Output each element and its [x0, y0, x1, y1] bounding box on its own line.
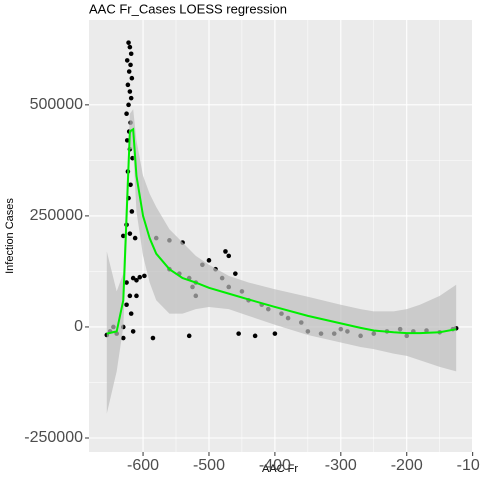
point: [129, 75, 135, 81]
point: [128, 62, 133, 68]
point: [124, 111, 129, 117]
point: [126, 69, 132, 74]
point: [127, 89, 133, 94]
point: [134, 293, 139, 299]
y-axis-label: Infection Cases: [4, 198, 16, 274]
point: [132, 235, 138, 241]
point: [150, 335, 156, 341]
point: [127, 44, 133, 50]
point: [226, 253, 232, 259]
point: [129, 209, 135, 214]
point: [126, 40, 131, 45]
x-tick-label: -600: [127, 457, 159, 474]
point: [130, 275, 136, 281]
x-tick-label: -300: [325, 457, 357, 474]
point: [126, 102, 131, 108]
point: [128, 51, 134, 57]
y-tick-label: 250000: [30, 207, 83, 224]
loess-line: [106, 127, 457, 335]
x-tick-label: -200: [391, 457, 423, 474]
point: [186, 333, 192, 339]
point: [128, 311, 134, 316]
point: [142, 273, 147, 279]
point: [272, 331, 278, 336]
x-axis-label: AAC Fr: [262, 463, 298, 475]
confidence-band: [106, 109, 457, 414]
point: [236, 331, 241, 336]
point: [124, 58, 130, 63]
x-tick-label: -100: [457, 457, 480, 474]
point: [124, 138, 130, 143]
point: [128, 182, 133, 188]
y-tick-label: -250000: [24, 429, 83, 446]
y-tick-label: 500000: [30, 96, 83, 113]
point: [233, 271, 238, 276]
point: [124, 280, 129, 285]
point: [206, 258, 212, 263]
point: [120, 233, 126, 239]
point: [130, 329, 136, 334]
point: [127, 231, 133, 236]
x-tick-label: -400: [259, 457, 291, 474]
chart-title: AAC Fr_Cases LOESS regression: [89, 1, 287, 16]
y-tick-label: 0: [74, 318, 83, 335]
point: [134, 278, 139, 283]
point: [252, 333, 258, 339]
point: [137, 274, 143, 280]
point: [124, 302, 129, 308]
point: [127, 293, 133, 299]
point: [120, 335, 126, 341]
point: [128, 95, 134, 101]
point: [223, 249, 228, 254]
point: [125, 82, 131, 88]
x-tick-label: -500: [193, 457, 225, 474]
